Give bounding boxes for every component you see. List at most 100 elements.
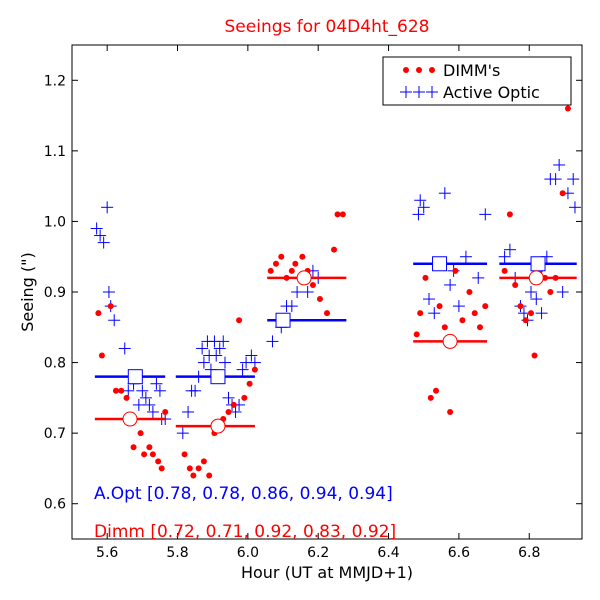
active-optic-point [285, 300, 298, 313]
legend-box [382, 56, 572, 106]
active-optic-point [498, 250, 511, 263]
active-optic-point [210, 349, 223, 362]
dimm-point [158, 465, 165, 472]
dimm-point [162, 408, 169, 415]
dimm-point [517, 303, 524, 310]
legend-dimm-dot [416, 67, 422, 73]
dimm-median-circle [122, 411, 138, 427]
x-axis-label: Hour (UT at MMJD+1) [241, 563, 413, 582]
x-tick-label: 6.2 [307, 545, 329, 561]
active-optic-point [459, 250, 472, 263]
dimm-point [324, 310, 330, 317]
active-optic-point [568, 201, 581, 214]
legend-dimm-dot [403, 67, 409, 73]
ao-median-square [127, 369, 143, 385]
dimm-point [155, 458, 162, 465]
legend-dimm-dot [429, 67, 435, 73]
active-optic-point [444, 278, 457, 291]
legend-dimm-marker [403, 67, 435, 73]
active-optic-point [525, 286, 537, 298]
dimm-point [331, 246, 338, 253]
active-optic-point [417, 201, 430, 214]
active-optic-point [222, 391, 235, 404]
ao-median-square [530, 256, 546, 272]
dimm-point [118, 387, 125, 394]
dimm-point [501, 267, 508, 274]
x-tick-label: 6.4 [377, 545, 399, 561]
dimm-point [278, 253, 285, 260]
active-optic-point [108, 314, 121, 327]
dimm-point [246, 380, 253, 387]
active-optic-point [90, 222, 103, 235]
dimm-point [107, 303, 114, 310]
active-optic-point [217, 335, 230, 348]
active-optic-point [553, 158, 566, 171]
dimm-point [433, 387, 440, 394]
ao-median-annotation: A.Opt [0.78, 0.78, 0.86, 0.94, 0.94] [94, 484, 393, 504]
ao-median-square [275, 312, 291, 328]
dimm-point [559, 190, 566, 197]
y-tick-label: 0.9 [44, 285, 66, 301]
active-optic-point [132, 398, 145, 411]
legend-ao-plus [400, 86, 412, 98]
legend-ao-label: Active Optic [443, 83, 540, 102]
dimm-point [230, 401, 237, 408]
dimm-point [413, 331, 420, 338]
dimm-point [452, 267, 459, 274]
active-optic-point [94, 229, 107, 242]
y-tick-label: 0.8 [44, 356, 66, 372]
plot-frame [71, 44, 583, 540]
chart-title: Seeings for 04D4ht_628 [225, 17, 430, 37]
median-markers [94, 256, 577, 434]
active-optic-point [213, 342, 226, 355]
active-optic-point [236, 363, 249, 376]
dimm-point [482, 303, 489, 310]
active-optic-point [412, 208, 425, 221]
active-optic-point [196, 342, 209, 355]
dimm-point [149, 451, 156, 458]
dimm-point [98, 352, 105, 359]
x-tick-label: 6.6 [448, 545, 470, 561]
x-tick-label: 5.8 [166, 545, 188, 561]
active-optic-point [97, 236, 110, 249]
active-optic-point [189, 384, 202, 397]
active-optic-point [549, 173, 562, 186]
active-optic-point [301, 286, 314, 298]
active-optic-point [414, 194, 427, 207]
dimm-point [123, 394, 130, 401]
active-optic-point [291, 286, 304, 298]
y-tick-label: 1.2 [44, 73, 66, 89]
dimm-point [316, 296, 323, 303]
active-optic-point [176, 427, 189, 440]
dimm-point [441, 324, 448, 331]
dimm-point [427, 394, 434, 401]
dimm-point [130, 444, 137, 451]
dimm-point [334, 211, 341, 218]
y-axis-label: Seeing (") [18, 252, 37, 332]
active-optic-point [438, 187, 451, 200]
active-optic-point [556, 286, 569, 298]
dimm-point [309, 281, 316, 288]
dimm-point [422, 274, 429, 281]
active-optic-point [118, 342, 131, 355]
active-optic-point [229, 405, 242, 418]
active-optic-point [479, 208, 492, 221]
x-tick-label: 5.6 [96, 545, 118, 561]
ao-median-square [432, 256, 448, 272]
dimm-point [292, 260, 299, 267]
active-optic-point [535, 307, 548, 320]
y-tick-label: 1.0 [44, 214, 66, 230]
dimm-point [137, 430, 144, 437]
axis-ticks: 5.6 5.8 6.0 6.2 6.4 6.6 6.8 0.6 0.7 0.8 0.9 1.0 1.1 1… [44, 45, 582, 561]
active-optic-point [143, 398, 156, 411]
dimm-point [447, 408, 454, 415]
dimm-point [95, 310, 102, 317]
y-tick-label: 1.1 [44, 144, 66, 160]
legend-ao-marker [400, 86, 438, 98]
dimm-point [436, 303, 443, 310]
active-optic-point [266, 335, 279, 348]
active-optic-point [219, 356, 231, 369]
legend-dimm-label: DIMM's [443, 61, 500, 80]
dimm-median-circle [528, 270, 544, 286]
active-optic-point [102, 286, 115, 298]
